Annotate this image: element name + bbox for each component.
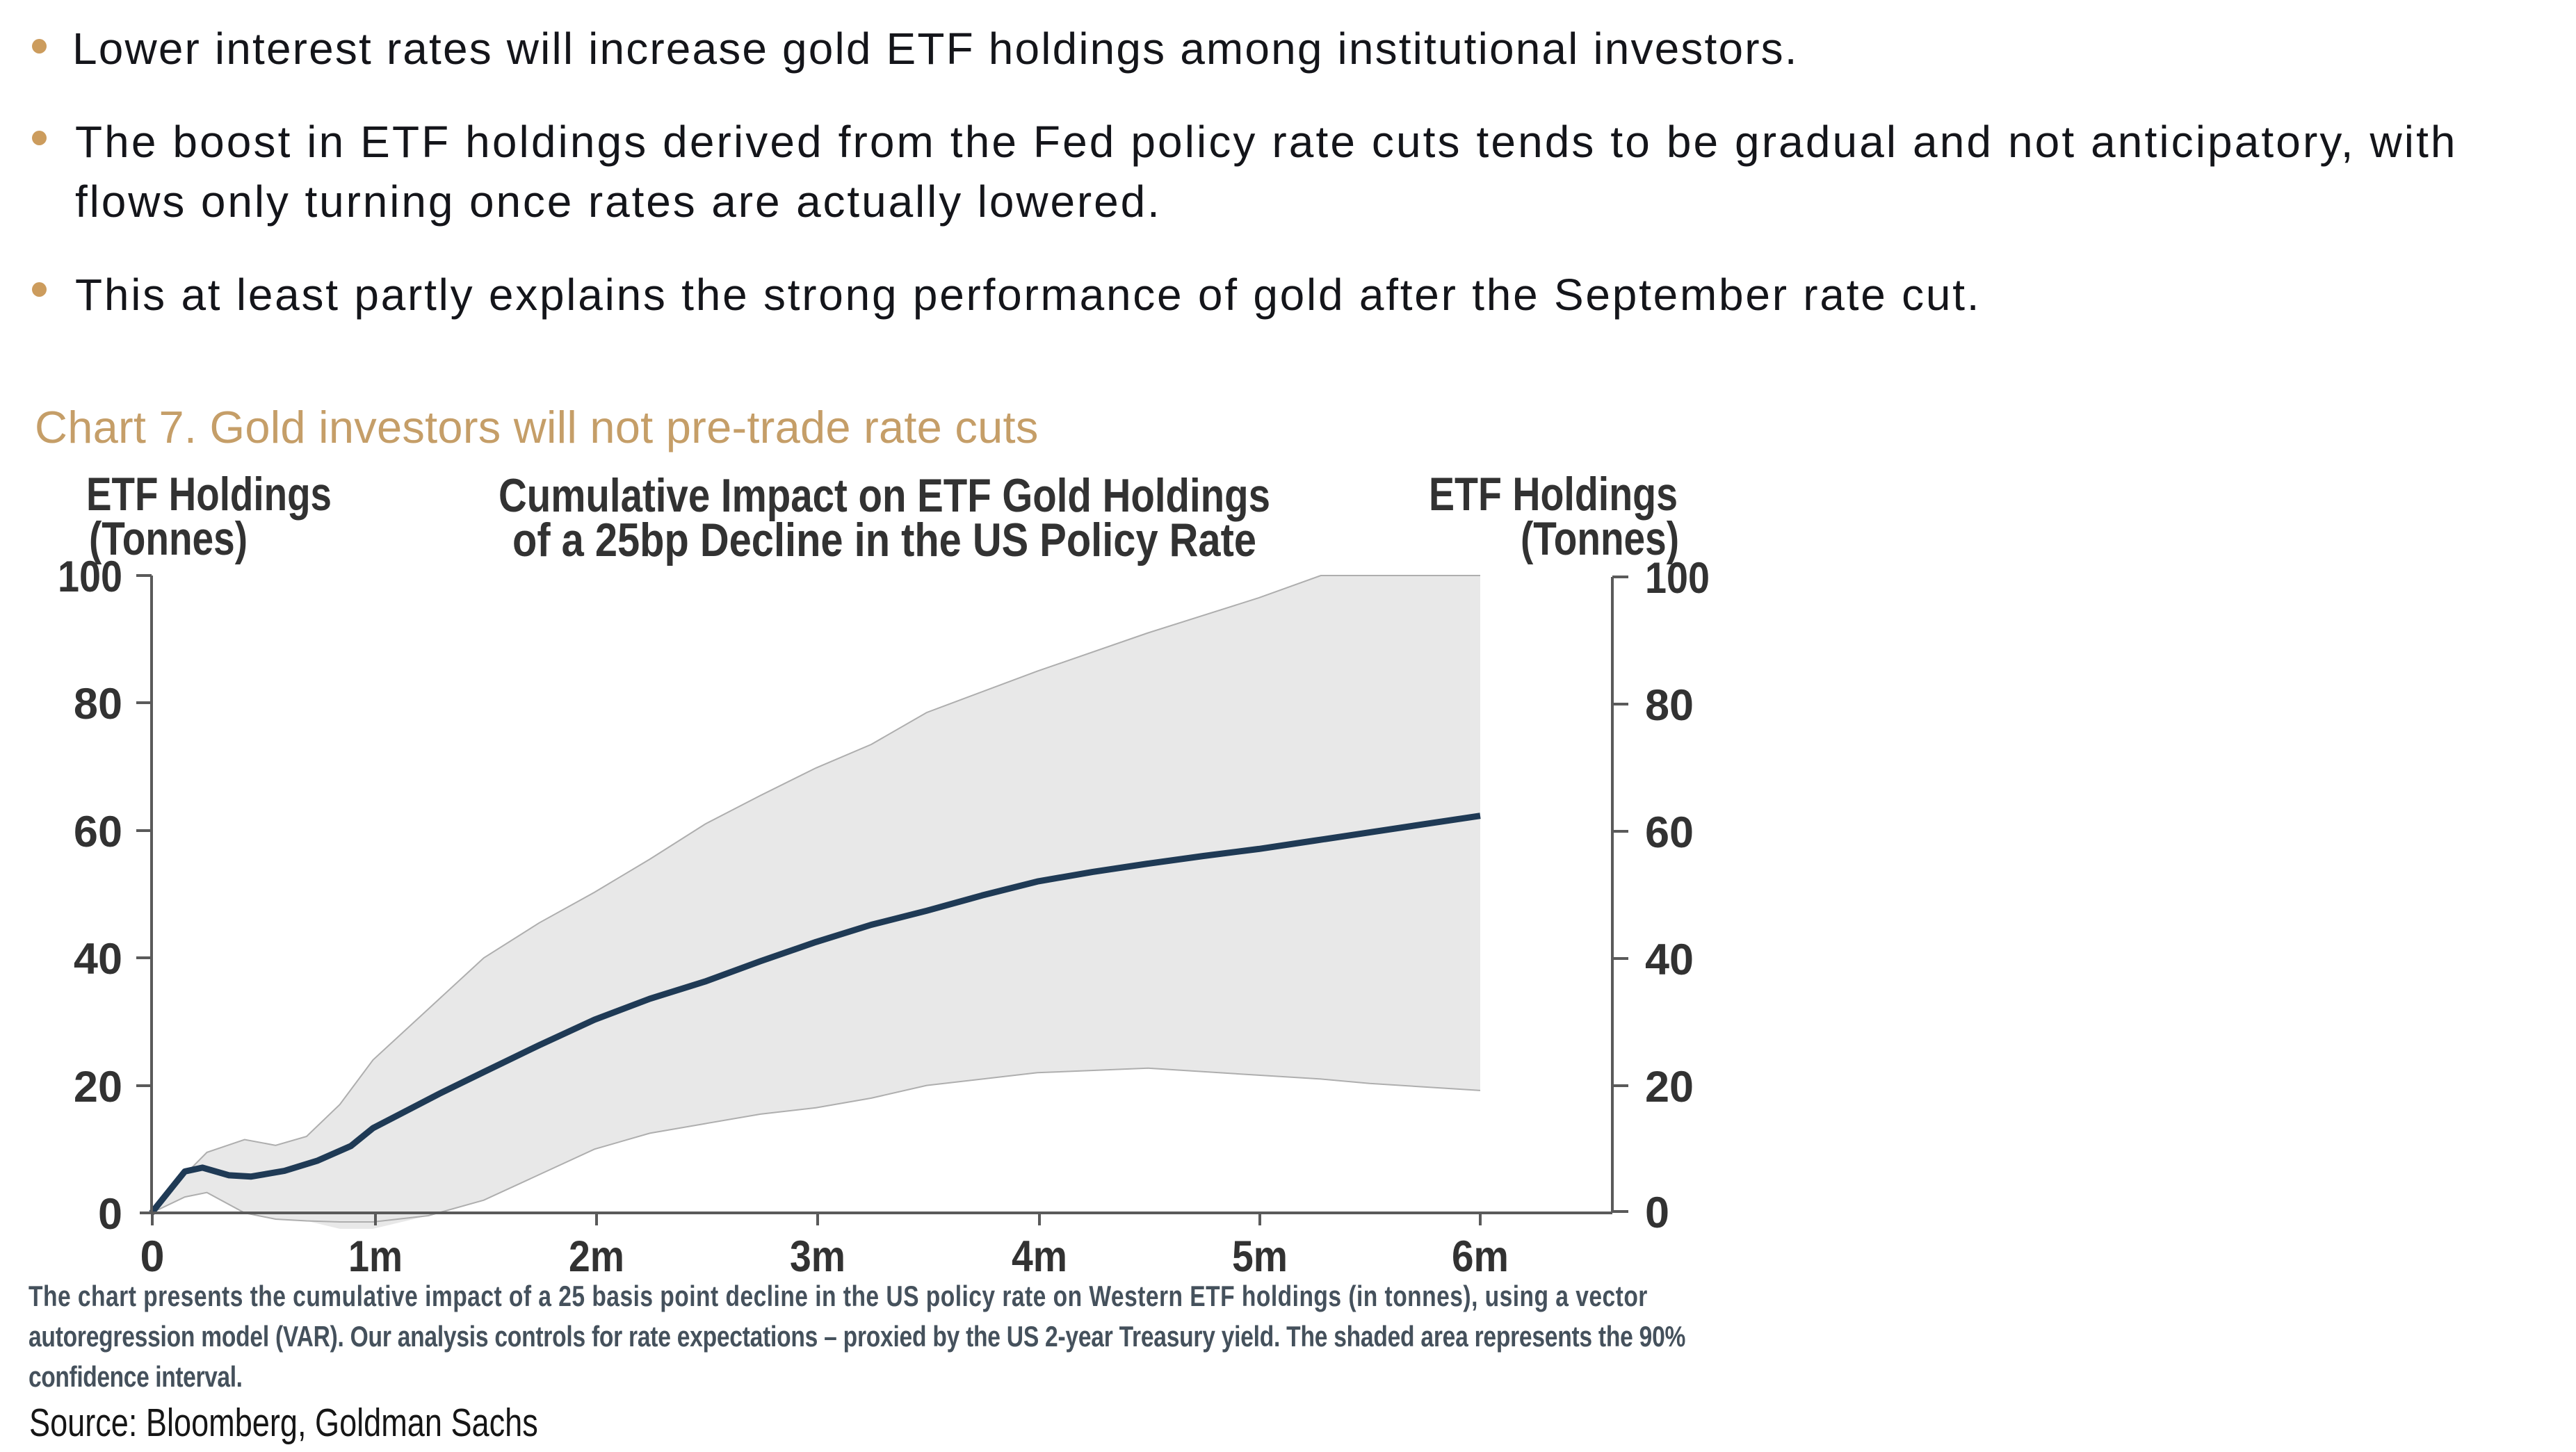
svg-text:(Tonnes): (Tonnes) [1521, 512, 1679, 565]
svg-text:100: 100 [1645, 554, 1710, 603]
svg-text:ETF Holdings: ETF Holdings [1429, 468, 1678, 521]
svg-text:60: 60 [74, 808, 122, 856]
svg-text:40: 40 [74, 935, 122, 984]
svg-text:0: 0 [1645, 1189, 1669, 1237]
svg-text:80: 80 [74, 680, 122, 728]
svg-text:(Tonnes): (Tonnes) [89, 512, 248, 565]
svg-text:Cumulative Impact on ETF Gold: Cumulative Impact on ETF Gold Holdings [499, 469, 1270, 522]
svg-text:4m: 4m [1012, 1232, 1067, 1281]
svg-text:of a 25bp Decline in the US Po: of a 25bp Decline in the US Policy Rate [512, 514, 1256, 566]
svg-text:3m: 3m [790, 1232, 845, 1281]
svg-text:20: 20 [1645, 1063, 1694, 1111]
svg-text:2m: 2m [569, 1232, 624, 1281]
svg-text:40: 40 [1645, 936, 1694, 984]
svg-text:ETF Holdings: ETF Holdings [86, 468, 332, 521]
svg-text:60: 60 [1645, 808, 1694, 857]
svg-text:100: 100 [58, 553, 122, 601]
svg-text:5m: 5m [1232, 1232, 1288, 1281]
svg-text:0: 0 [98, 1190, 122, 1239]
svg-text:6m: 6m [1452, 1232, 1509, 1281]
svg-text:1m: 1m [348, 1232, 403, 1281]
svg-text:80: 80 [1645, 681, 1694, 730]
svg-text:0: 0 [140, 1232, 164, 1281]
svg-text:20: 20 [74, 1063, 122, 1111]
